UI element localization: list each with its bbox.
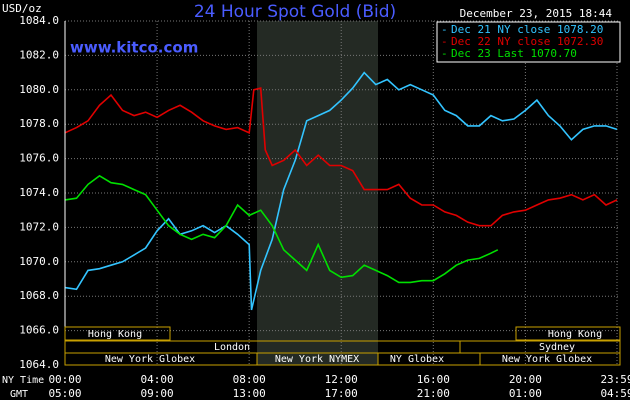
x-tick-label: 04:00 — [141, 373, 174, 386]
x2-tick-label: 13:00 — [233, 387, 266, 400]
session-box — [64, 326, 171, 341]
legend-box — [436, 21, 621, 63]
session-label: New York NYMEX — [275, 354, 359, 365]
sessions: Hong Kong Hong Kong London Sydney New Yo… — [64, 326, 621, 366]
legend-label: Dec 23 Last 1070.70 — [451, 47, 577, 60]
x2-tick-label: 05:00 — [48, 387, 81, 400]
legend-marker: - — [441, 35, 448, 48]
y-tick-label: 1068.0 — [19, 289, 59, 302]
y-tick-label: 1080.0 — [19, 83, 59, 96]
session-label: Hong Kong — [548, 329, 602, 340]
series-line — [64, 174, 499, 284]
legend-label: Dec 21 NY close 1078.20 — [451, 23, 603, 36]
legend-marker: - — [441, 47, 448, 60]
x-row-label: NY Time — [2, 375, 44, 386]
x-tick-label: 16:00 — [417, 373, 450, 386]
y-tick-label: 1072.0 — [19, 220, 59, 233]
x-tick-label: 12:00 — [325, 373, 358, 386]
x-tick-label: 00:00 — [48, 373, 81, 386]
site-label: www.kitco.com — [70, 39, 198, 57]
y-unit: USD/oz — [2, 2, 42, 15]
timestamp: December 23, 2015 18:44 — [460, 7, 613, 20]
x2-tick-label: 17:00 — [325, 387, 358, 400]
y-tick-label: 1064.0 — [19, 358, 59, 371]
session-label: New York Globex — [105, 354, 195, 365]
y-tick-label: 1074.0 — [19, 186, 59, 199]
x-tick-label: 23:59 — [600, 373, 630, 386]
session-label: Sydney — [539, 342, 575, 353]
x2-row-label: GMT — [10, 389, 28, 400]
x2-tick-label: 04:59 — [600, 387, 630, 400]
y-tick-label: 1078.0 — [19, 117, 59, 130]
series-line — [64, 71, 618, 311]
session-box — [515, 326, 621, 341]
x2-tick-label: 21:00 — [417, 387, 450, 400]
chart-title: 24 Hour Spot Gold (Bid) — [194, 2, 396, 22]
x-tick-label: 20:00 — [509, 373, 542, 386]
legend-marker: - — [441, 23, 448, 36]
session-label: NY Globex — [390, 354, 444, 365]
y-tick-label: 1082.0 — [19, 48, 59, 61]
y-tick-label: 1084.0 — [19, 14, 59, 27]
y-tick-label: 1070.0 — [19, 255, 59, 268]
series-line — [64, 87, 618, 227]
x2-tick-label: 09:00 — [141, 387, 174, 400]
y-tick-label: 1066.0 — [19, 324, 59, 337]
x2-tick-label: 01:00 — [509, 387, 542, 400]
x-tick-label: 08:00 — [233, 373, 266, 386]
session-label: New York Globex — [502, 354, 592, 365]
session-label: London — [214, 342, 250, 353]
y-tick-label: 1076.0 — [19, 152, 59, 165]
session-box — [479, 352, 621, 366]
legend-label: Dec 22 NY close 1072.30 — [451, 35, 603, 48]
session-label: Hong Kong — [88, 329, 142, 340]
